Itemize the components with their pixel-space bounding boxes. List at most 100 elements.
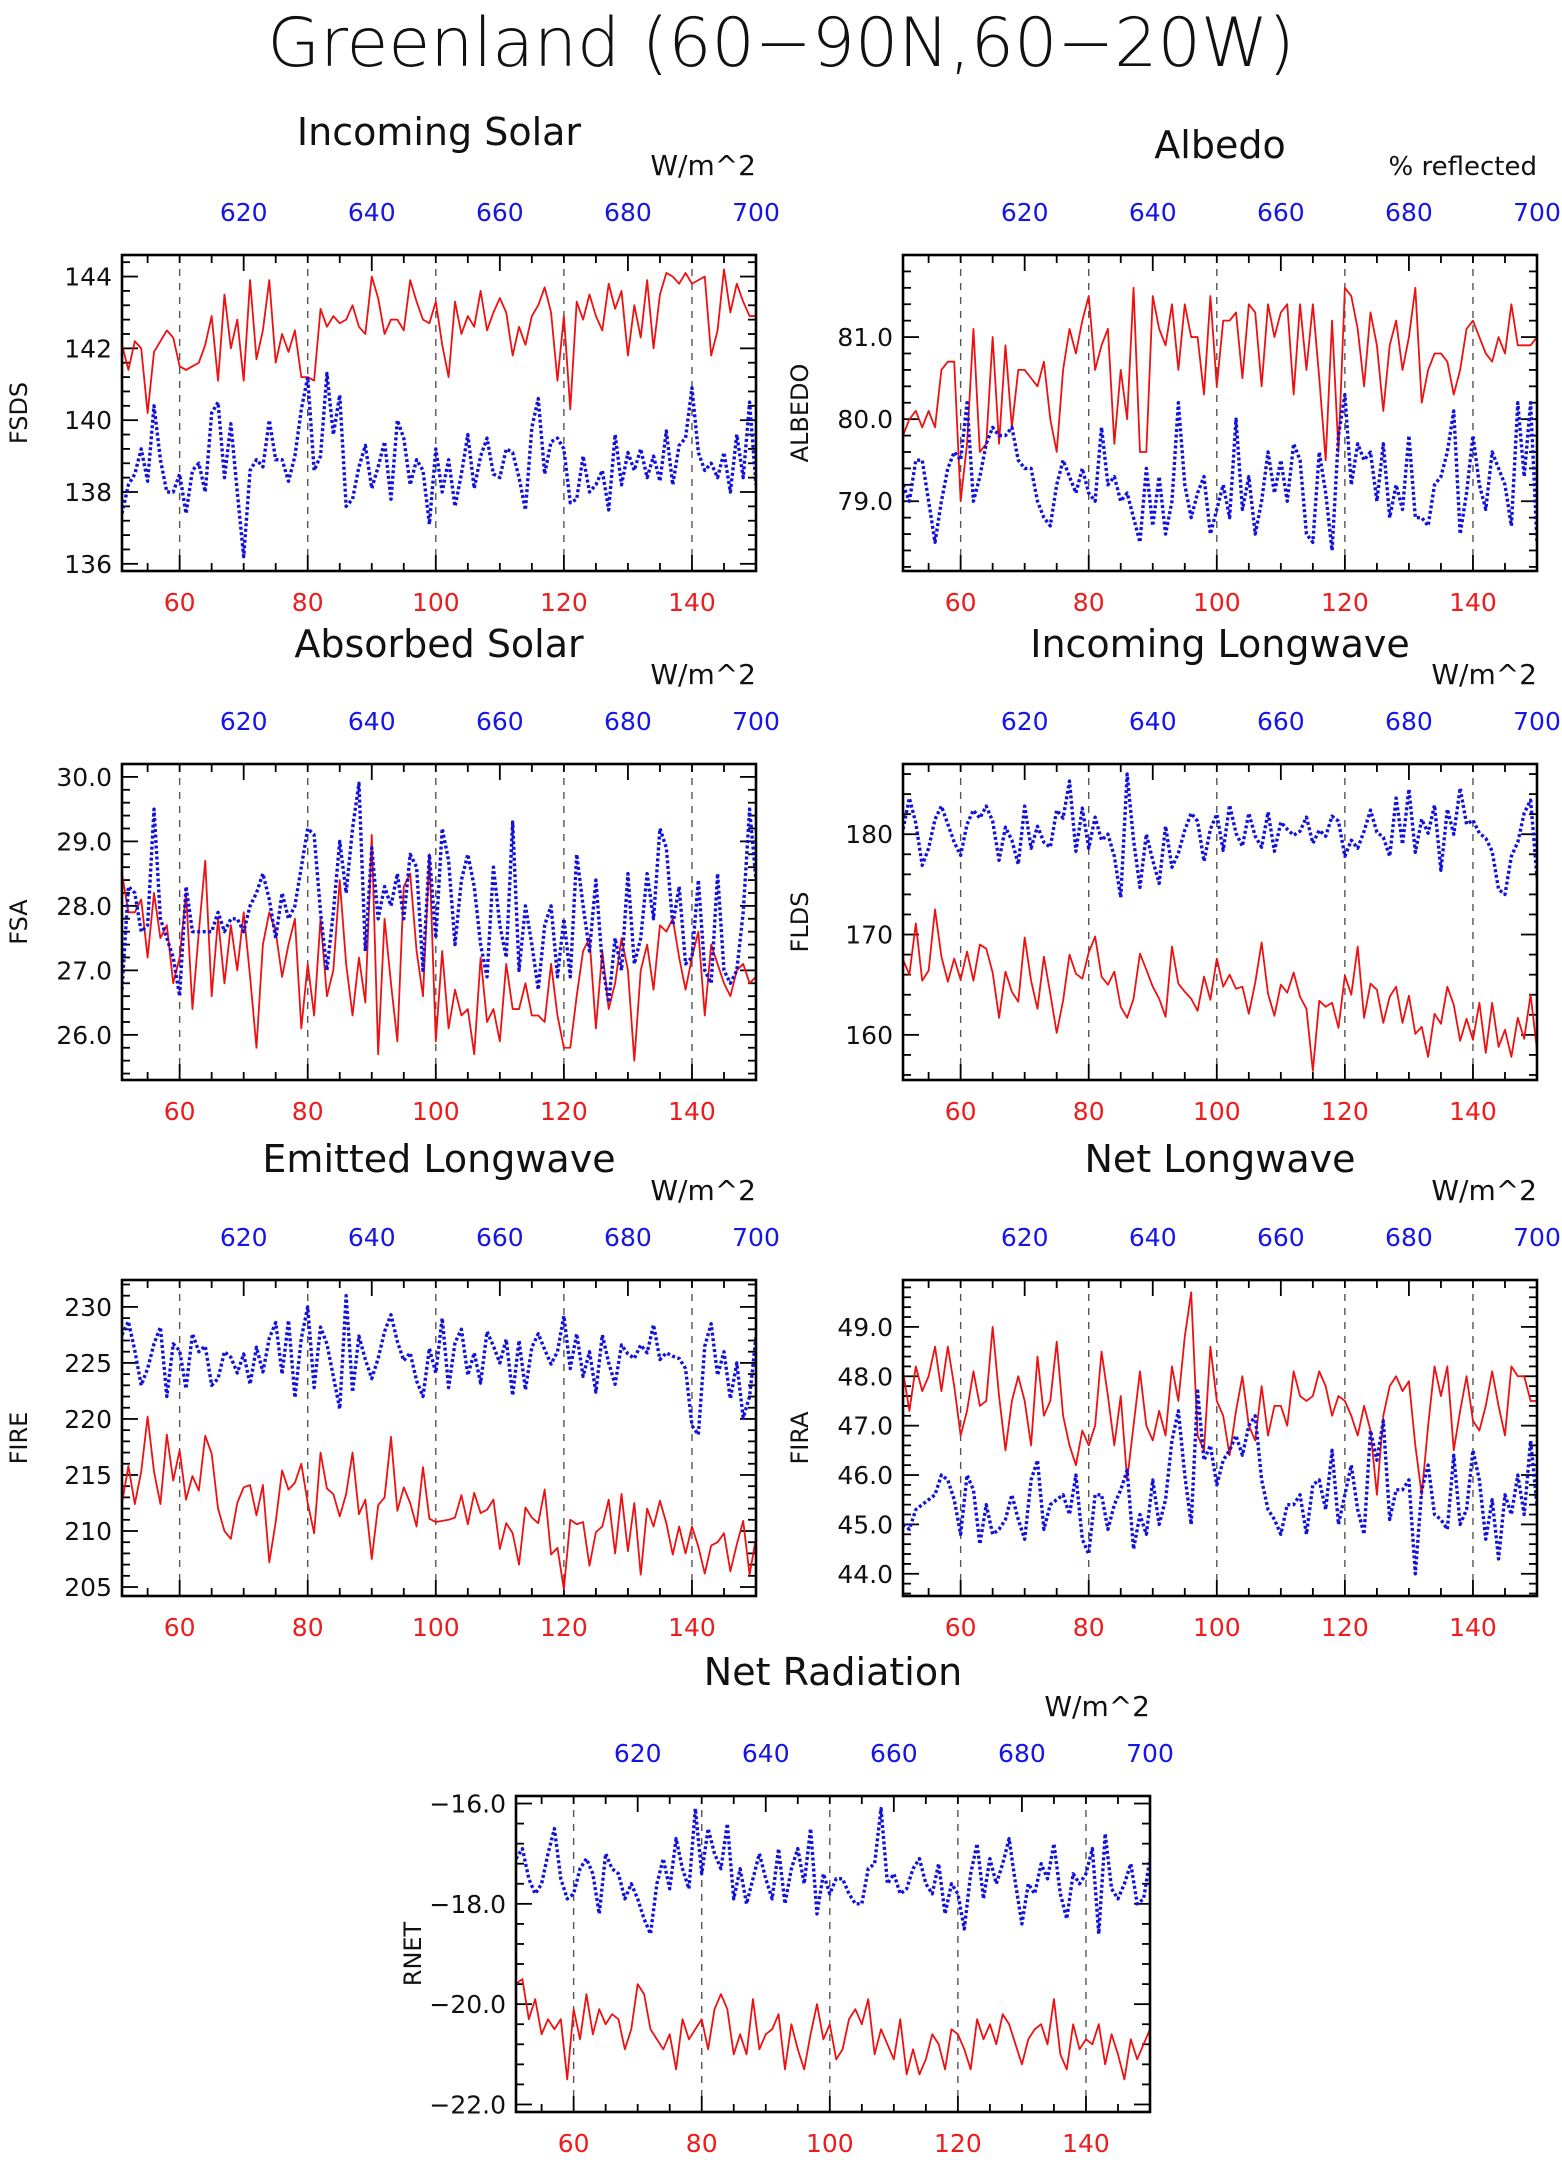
- y-tick-label: 230: [64, 1293, 112, 1322]
- x-tick-label: 120: [540, 588, 588, 617]
- top-x-tick-label: 700: [1126, 1739, 1174, 1768]
- y-tick-label: 170: [845, 921, 893, 950]
- units-label: W/m^2: [650, 149, 756, 182]
- chart-panel-7: Net Radiation W/m^2 RNET −22.0 −20.0 −18.0 −16…: [399, 1650, 1174, 2158]
- y-tick-label: 144: [64, 263, 112, 292]
- top-x-tick-label: 620: [1001, 1223, 1049, 1252]
- top-x-tick-label: 660: [476, 198, 524, 227]
- x-tick-label: 60: [558, 2129, 590, 2158]
- series-solid-line: [122, 834, 756, 1062]
- series-dotted-line: [903, 1389, 1537, 1576]
- chart-panel-3: Absorbed Solar W/m^2 FSA 26.0 27.0 28.0 29.0 30…: [5, 622, 780, 1126]
- top-x-tick-label: 620: [220, 707, 268, 736]
- series-dotted-line: [122, 371, 756, 559]
- y-tick-label: 46.0: [837, 1461, 893, 1490]
- panel-title: Absorbed Solar: [294, 622, 584, 666]
- top-x-tick-label: 660: [1257, 1223, 1305, 1252]
- x-tick-label: 140: [668, 1613, 716, 1642]
- x-tick-label: 60: [945, 588, 977, 617]
- top-x-tick-label: 700: [732, 198, 780, 227]
- y-tick-label: 205: [64, 1573, 112, 1602]
- y-tick-label: 160: [845, 1021, 893, 1050]
- chart-panel-5: Emitted Longwave W/m^2 FIRE 205 210 215 220 225…: [5, 1137, 780, 1642]
- units-label: % reflected: [1389, 152, 1537, 182]
- y-axis-label: FLDS: [786, 892, 814, 953]
- x-tick-label: 80: [292, 1097, 324, 1126]
- top-x-tick-label: 620: [220, 1223, 268, 1252]
- x-tick-label: 120: [934, 2129, 982, 2158]
- plot-frame: [901, 762, 1539, 1082]
- x-tick-label: 100: [1193, 1613, 1241, 1642]
- top-x-tick-label: 660: [1257, 198, 1305, 227]
- y-tick-label: 44.0: [837, 1560, 893, 1589]
- y-tick-label: 81.0: [837, 323, 893, 352]
- top-x-tick-label: 620: [614, 1739, 662, 1768]
- y-tick-label: 225: [64, 1349, 112, 1378]
- y-tick-label: 48.0: [837, 1362, 893, 1391]
- x-tick-label: 100: [412, 1613, 460, 1642]
- top-x-tick-label: 640: [1129, 707, 1177, 736]
- top-x-tick-label: 680: [604, 707, 652, 736]
- top-x-tick-label: 660: [1257, 707, 1305, 736]
- x-tick-label: 60: [945, 1097, 977, 1126]
- series-solid-line: [903, 908, 1537, 1072]
- x-tick-label: 80: [1073, 1097, 1105, 1126]
- x-tick-label: 80: [292, 588, 324, 617]
- y-tick-label: 140: [64, 406, 112, 435]
- series-solid-line: [122, 268, 756, 414]
- x-tick-label: 60: [164, 588, 196, 617]
- plot-frame: [901, 1278, 1539, 1598]
- panel-title: Emitted Longwave: [262, 1137, 615, 1181]
- top-x-tick-label: 700: [1513, 198, 1561, 227]
- x-tick-label: 140: [668, 1097, 716, 1126]
- y-tick-label: 49.0: [837, 1313, 893, 1342]
- x-tick-label: 60: [164, 1097, 196, 1126]
- x-tick-label: 140: [1062, 2129, 1110, 2158]
- plot-frame: [901, 253, 1539, 573]
- top-x-tick-label: 700: [732, 1223, 780, 1252]
- top-x-tick-label: 640: [348, 1223, 396, 1252]
- top-x-tick-label: 700: [732, 707, 780, 736]
- x-tick-label: 140: [1449, 1613, 1497, 1642]
- y-tick-label: 138: [64, 478, 112, 507]
- plot-frame: [120, 1278, 758, 1598]
- y-axis-label: FIRA: [786, 1411, 814, 1465]
- chart-panel-2: Albedo % reflected ALBEDO 79.0 80.0 81.0 60 80 1…: [786, 123, 1561, 617]
- figure-title: Greenland (60−90N,60−20W): [267, 4, 1294, 83]
- plot-frame: [514, 1794, 1152, 2114]
- series-dotted-line: [122, 781, 756, 1005]
- x-tick-label: 80: [1073, 588, 1105, 617]
- plot-frame: [120, 762, 758, 1082]
- series-dotted-line: [903, 772, 1537, 900]
- y-tick-label: −20.0: [429, 1990, 506, 2019]
- x-tick-label: 100: [806, 2129, 854, 2158]
- top-x-tick-label: 700: [1513, 1223, 1561, 1252]
- y-axis-label: ALBEDO: [786, 364, 814, 463]
- series-dotted-line: [903, 392, 1537, 553]
- x-tick-label: 60: [164, 1613, 196, 1642]
- x-tick-label: 80: [1073, 1613, 1105, 1642]
- series-solid-line: [903, 1291, 1537, 1496]
- x-tick-label: 100: [412, 1097, 460, 1126]
- y-tick-label: −18.0: [429, 1890, 506, 1919]
- x-tick-label: 80: [686, 2129, 718, 2158]
- y-tick-label: 45.0: [837, 1510, 893, 1539]
- top-x-tick-label: 640: [348, 707, 396, 736]
- y-tick-label: 79.0: [837, 487, 893, 516]
- y-tick-label: 142: [64, 334, 112, 363]
- panel-title: Incoming Solar: [297, 110, 582, 154]
- x-tick-label: 100: [412, 588, 460, 617]
- series-dotted-line: [516, 1806, 1150, 1936]
- x-tick-label: 120: [540, 1613, 588, 1642]
- x-tick-label: 120: [1321, 1613, 1369, 1642]
- y-tick-label: 220: [64, 1405, 112, 1434]
- y-tick-label: 47.0: [837, 1412, 893, 1441]
- top-x-tick-label: 680: [998, 1739, 1046, 1768]
- y-tick-label: −16.0: [429, 1790, 506, 1819]
- panel-title: Incoming Longwave: [1030, 622, 1409, 666]
- top-x-tick-label: 640: [348, 198, 396, 227]
- x-tick-label: 100: [1193, 588, 1241, 617]
- top-x-tick-label: 620: [220, 198, 268, 227]
- series-solid-line: [903, 286, 1537, 503]
- x-tick-label: 140: [1449, 588, 1497, 617]
